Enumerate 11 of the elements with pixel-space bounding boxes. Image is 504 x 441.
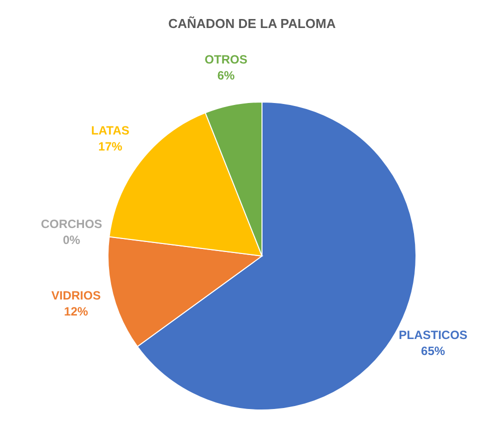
slice-label: OTROS (204, 52, 248, 66)
data-label: 6% (217, 68, 236, 82)
slice-label: VIDRIOS (51, 288, 101, 303)
slice-label: PLASTICOS (398, 328, 468, 342)
chart-title: CAÑADON DE LA PALOMA (168, 16, 336, 31)
data-label: 65% (421, 344, 446, 358)
category-label: CORCHOS (40, 216, 102, 231)
slice-label: LATAS (91, 123, 130, 138)
data-label: 17% (98, 139, 123, 154)
text: 0% (62, 232, 80, 247)
data-label: 12% (64, 304, 88, 319)
